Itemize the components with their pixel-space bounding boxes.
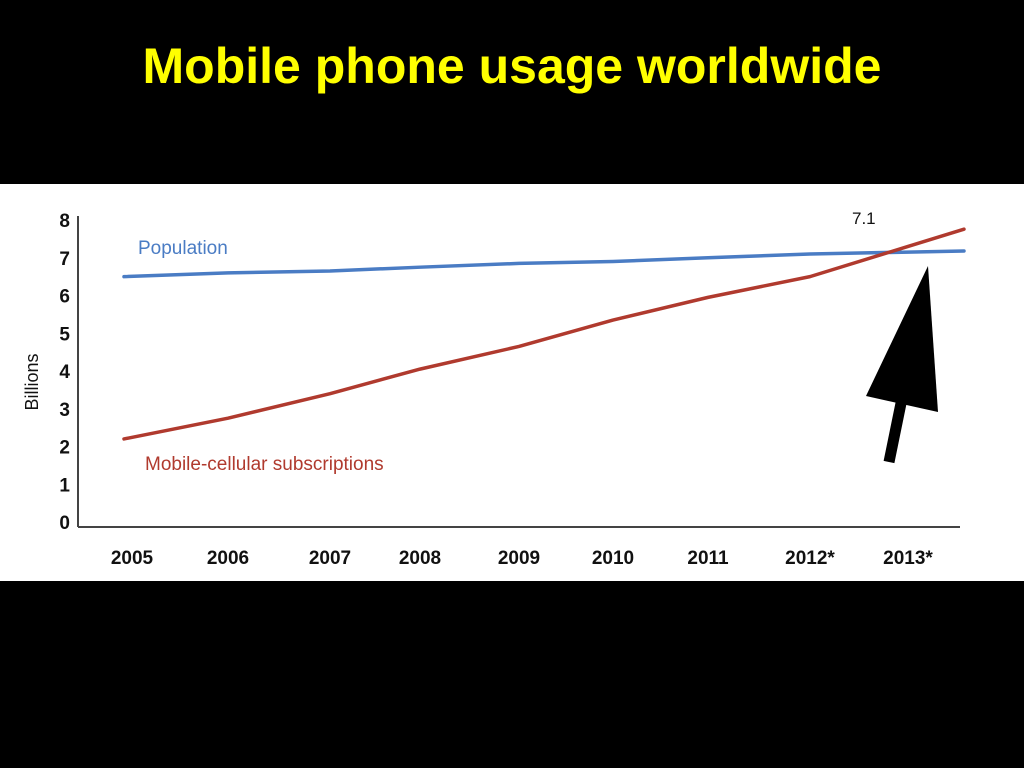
slide-title: Mobile phone usage worldwide <box>142 38 882 94</box>
mobile-subscriptions-line <box>122 227 966 441</box>
x-tick-label: 2009 <box>498 548 540 569</box>
x-tick-label: 2011 <box>687 548 729 569</box>
x-tick-label: 2008 <box>399 548 441 569</box>
arrow-icon <box>866 266 938 464</box>
x-tick-label: 2013* <box>883 548 933 569</box>
x-tick-label: 2010 <box>592 548 634 569</box>
x-tick-label: 2006 <box>207 548 249 569</box>
population-line <box>122 249 966 279</box>
arrow-head <box>866 266 938 412</box>
y-tick-label: 3 <box>59 400 70 421</box>
y-tick-label: 7 <box>59 249 70 270</box>
y-tick-labels: 0 1 2 3 4 5 6 7 8 <box>59 211 70 534</box>
y-tick-label: 5 <box>59 324 70 345</box>
y-tick-label: 6 <box>59 287 70 308</box>
series-label-population: Population <box>138 238 228 259</box>
series-lines <box>122 227 966 441</box>
y-axis-label: Billions <box>22 353 42 410</box>
y-tick-label: 8 <box>59 211 70 232</box>
series-label-mobile: Mobile-cellular subscriptions <box>145 454 384 475</box>
x-tick-label: 2007 <box>309 548 351 569</box>
x-tick-labels: 2005 2006 2007 2008 2009 2010 2011 2012* 2013* <box>111 548 934 569</box>
y-tick-label: 2 <box>59 438 70 459</box>
chart-axes <box>77 216 960 528</box>
annotation-label: 7.1 <box>852 209 876 228</box>
x-tick-label: 2012* <box>785 548 835 569</box>
y-tick-label: 4 <box>59 362 70 383</box>
y-tick-label: 0 <box>59 513 70 534</box>
y-tick-label: 1 <box>59 475 70 496</box>
x-tick-label: 2005 <box>111 548 154 569</box>
